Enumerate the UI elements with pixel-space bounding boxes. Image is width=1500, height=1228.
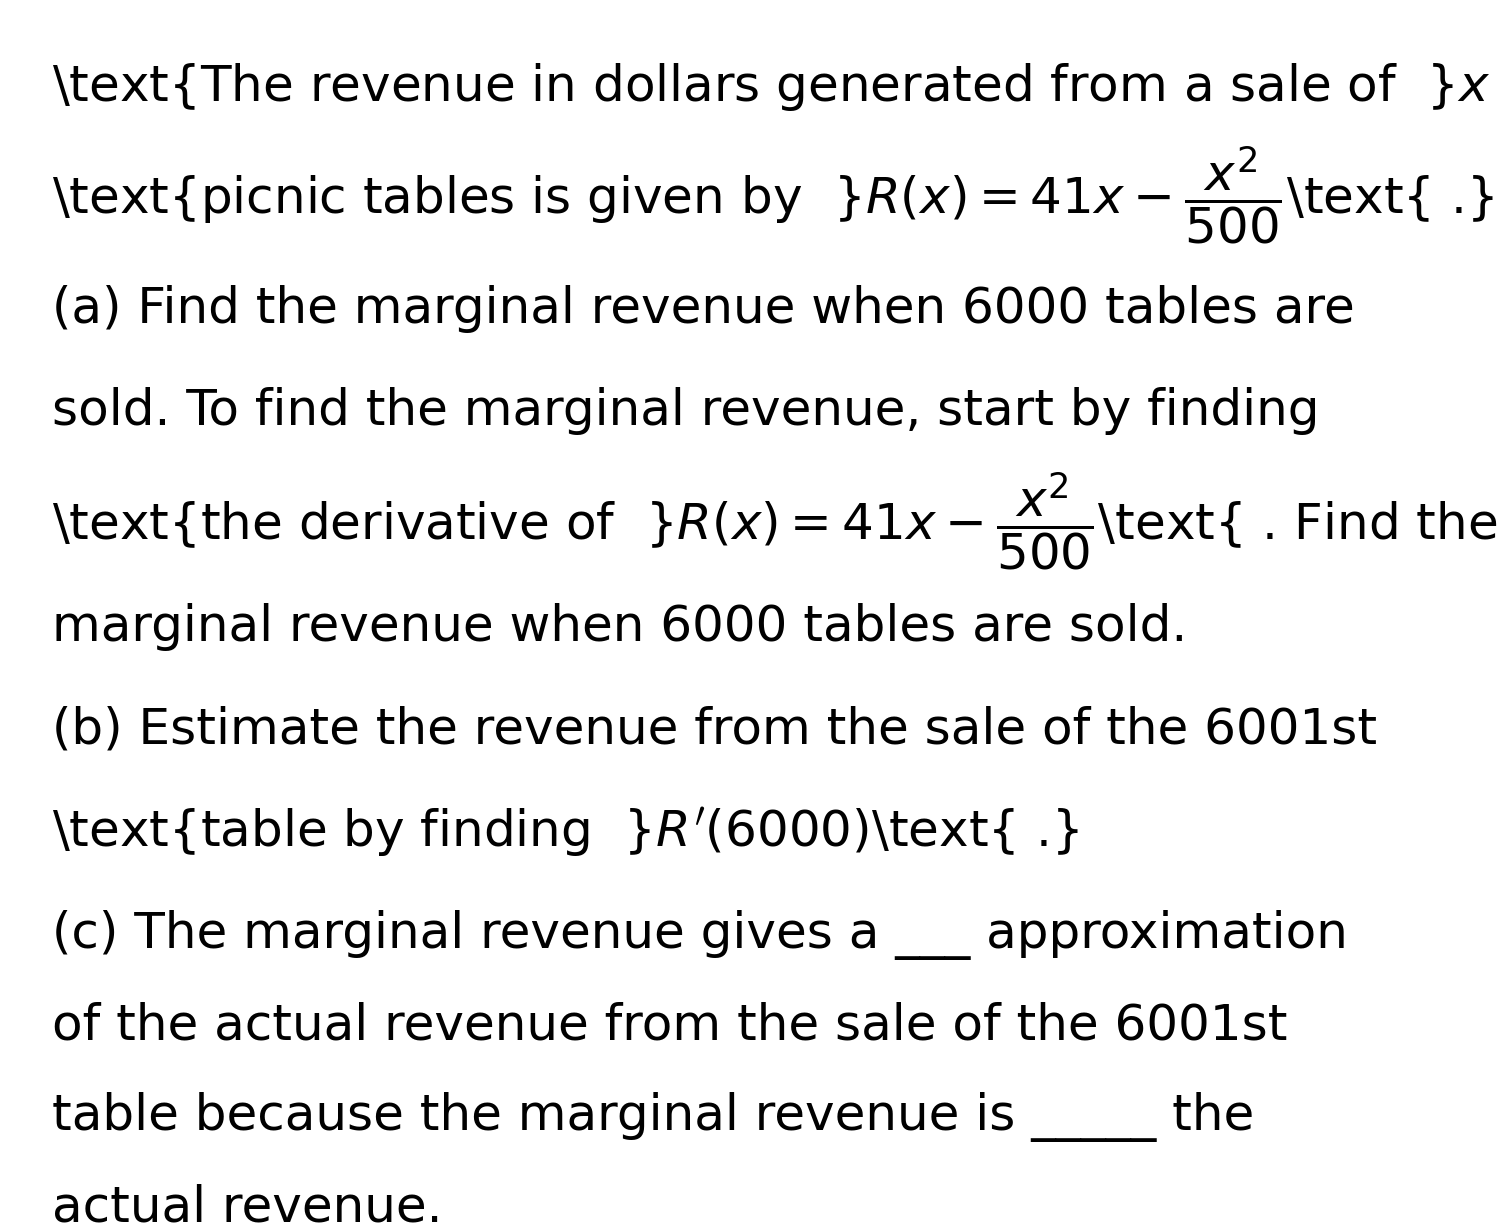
Text: (c) The marginal revenue gives a ___ approximation: (c) The marginal revenue gives a ___ app…: [53, 910, 1348, 959]
Text: \text{The revenue in dollars generated from a sale of  }$x$: \text{The revenue in dollars generated f…: [53, 60, 1491, 113]
Text: (b) Estimate the revenue from the sale of the 6001st: (b) Estimate the revenue from the sale o…: [53, 706, 1377, 754]
Text: (a) Find the marginal revenue when 6000 tables are: (a) Find the marginal revenue when 6000 …: [53, 285, 1354, 333]
Text: \text{table by finding  }$R'(6000)$\text{ .}: \text{table by finding }$R'(6000)$\text{…: [53, 806, 1078, 858]
Text: \text{picnic tables is given by  }$R(x) = 41x - \dfrac{x^2}{500}$\text{ .}: \text{picnic tables is given by }$R(x) =…: [53, 144, 1494, 246]
Text: sold. To find the marginal revenue, start by finding: sold. To find the marginal revenue, star…: [53, 387, 1320, 435]
Text: of the actual revenue from the sale of the 6001st: of the actual revenue from the sale of t…: [53, 1002, 1287, 1050]
Text: actual revenue.: actual revenue.: [53, 1184, 442, 1228]
Text: table because the marginal revenue is _____ the: table because the marginal revenue is __…: [53, 1092, 1254, 1142]
Text: \text{the derivative of  }$R(x) = 41x - \dfrac{x^2}{500}$\text{ . Find the}: \text{the derivative of }$R(x) = 41x - \…: [53, 470, 1500, 572]
Text: marginal revenue when 6000 tables are sold.: marginal revenue when 6000 tables are so…: [53, 603, 1188, 651]
